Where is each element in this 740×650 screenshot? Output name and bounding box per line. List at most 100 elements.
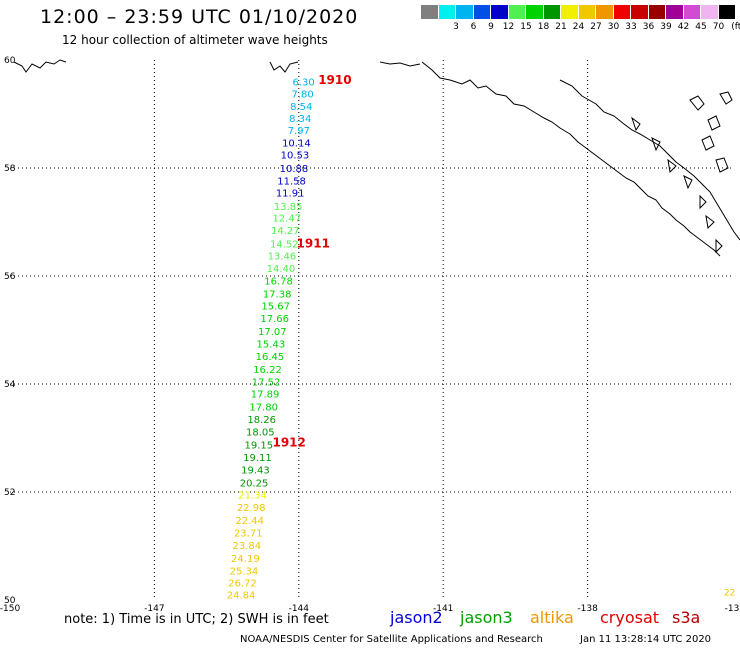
wave-height-label: 17.89	[251, 390, 280, 401]
legend-swatch	[438, 5, 456, 19]
map-subtitle: 12 hour collection of altimeter wave hei…	[62, 33, 328, 47]
credit-text: NOAA/NESDIS Center for Satellite Applica…	[240, 634, 543, 645]
wave-height-label: 16.22	[253, 365, 282, 376]
legend-label: 3	[453, 22, 459, 32]
wave-height-label: 7.97	[288, 126, 310, 137]
wave-height-label: 24.84	[227, 591, 256, 602]
graticule	[10, 60, 732, 600]
coastline-panhandle	[559, 79, 740, 241]
satellite-jason3: jason3	[460, 608, 513, 627]
legend-swatch	[508, 5, 526, 19]
wave-height-label: 23.84	[232, 541, 261, 552]
wave-height-label: 26.72	[228, 579, 257, 590]
wave-height-label: 16.78	[264, 276, 293, 287]
lon-tick-label: -141	[433, 604, 453, 614]
wave-height-label: 12.47	[272, 214, 301, 225]
wave-height-label: 8.54	[290, 102, 312, 113]
legend-swatch	[631, 5, 649, 19]
legend-swatch	[456, 5, 474, 19]
lon-tick-label: -13	[725, 604, 740, 614]
edge-wave-label: 22	[724, 589, 735, 599]
wave-height-label: 8.34	[289, 114, 311, 125]
wave-height-label: 19.11	[243, 453, 272, 464]
legend-swatch	[613, 5, 631, 19]
legend-label: 24	[572, 22, 585, 32]
lat-tick-label: 58	[4, 164, 16, 174]
islands-1	[631, 116, 723, 254]
lon-tick-label: -144	[289, 604, 310, 614]
wave-height-label: 10.53	[281, 151, 310, 162]
wave-height-label: 22.44	[235, 516, 264, 527]
wave-height-label: 17.66	[260, 314, 289, 325]
wave-height-label: 15.67	[261, 302, 290, 313]
legend-swatch	[421, 5, 439, 19]
lat-tick-label: 60	[4, 56, 16, 66]
wave-height-label: 7.80	[292, 89, 314, 100]
lon-tick-label: -138	[577, 604, 598, 614]
lat-tick-label: 50	[4, 596, 16, 606]
legend-label: 39	[660, 22, 672, 32]
wave-height-label: 14.27	[271, 226, 300, 237]
wave-height-label: 16.45	[256, 352, 285, 363]
legend-swatch	[666, 5, 684, 19]
wave-height-label: 10.14	[282, 139, 311, 150]
wave-height-label: 17.38	[263, 289, 292, 300]
legend-label: 21	[555, 22, 567, 32]
legend-swatch	[491, 5, 509, 19]
legend-label: 27	[590, 22, 602, 32]
wave-height-label: 18.05	[246, 428, 275, 439]
wave-height-label: 19.43	[241, 465, 270, 476]
wave-height-label: 13.46	[268, 251, 297, 262]
legend-label: 30	[607, 22, 620, 32]
legend-swatch	[543, 5, 561, 19]
lat-tick-label: 52	[4, 488, 15, 498]
legend-unit: (ft)	[731, 22, 740, 32]
legend-swatch	[701, 5, 719, 19]
wave-height-label: 23.71	[234, 529, 263, 540]
wave-height-label: 24.19	[231, 554, 260, 565]
legend-label: 15	[520, 22, 532, 32]
legend-label: 12	[502, 22, 515, 32]
footer-note: note: 1) Time is in UTC; 2) SWH is in fe…	[64, 612, 329, 627]
legend-swatch	[683, 5, 701, 19]
satellite-jason2: jason2	[390, 608, 443, 627]
legend-label: 18	[537, 22, 550, 32]
legend-swatch	[473, 5, 491, 19]
wave-height-label: 17.80	[249, 403, 278, 414]
alaska-coastline	[13, 59, 740, 257]
wave-height-label: 25.34	[230, 566, 259, 577]
wave-height-label: 11.58	[277, 176, 306, 187]
wave-height-label: 14.52	[270, 240, 299, 251]
legend-swatch	[526, 5, 544, 19]
legend-label: 42	[677, 22, 690, 32]
lat-tick-label: 56	[4, 272, 16, 282]
wave-height-label: 17.52	[252, 377, 281, 388]
wave-height-label: 13.85	[274, 202, 303, 213]
legend-swatch	[648, 5, 666, 19]
generated-timestamp: Jan 11 13:28:14 UTC 2020	[580, 634, 712, 645]
wave-height-label: 14.40	[267, 264, 296, 275]
legend-swatch	[718, 5, 736, 19]
legend-label: 70	[712, 22, 725, 32]
wave-height-label: 6.30	[292, 78, 314, 89]
legend-label: 45	[695, 22, 707, 32]
lat-tick-label: 54	[4, 380, 16, 390]
legend-swatch	[578, 5, 596, 19]
wave-height-label: 19.15	[245, 440, 274, 451]
wave-height-label: 10.88	[280, 164, 309, 175]
lon-tick-label: -147	[144, 604, 164, 614]
satellite-cryosat: cryosat	[600, 608, 660, 627]
satellite-altika: altika	[530, 608, 574, 627]
map-title: 12:00 – 23:59 UTC 01/10/2020	[40, 6, 359, 28]
wave-height-label: 18.26	[247, 415, 276, 426]
legend-label: 33	[625, 22, 637, 32]
legend-label: 9	[488, 22, 494, 32]
legend-swatch	[596, 5, 614, 19]
coastline-north	[269, 61, 421, 73]
lon-tick-label: -150	[0, 604, 20, 614]
legend-label: 36	[642, 22, 655, 32]
legend-label: 6	[470, 22, 477, 32]
wave-height-label: 17.07	[258, 327, 287, 338]
